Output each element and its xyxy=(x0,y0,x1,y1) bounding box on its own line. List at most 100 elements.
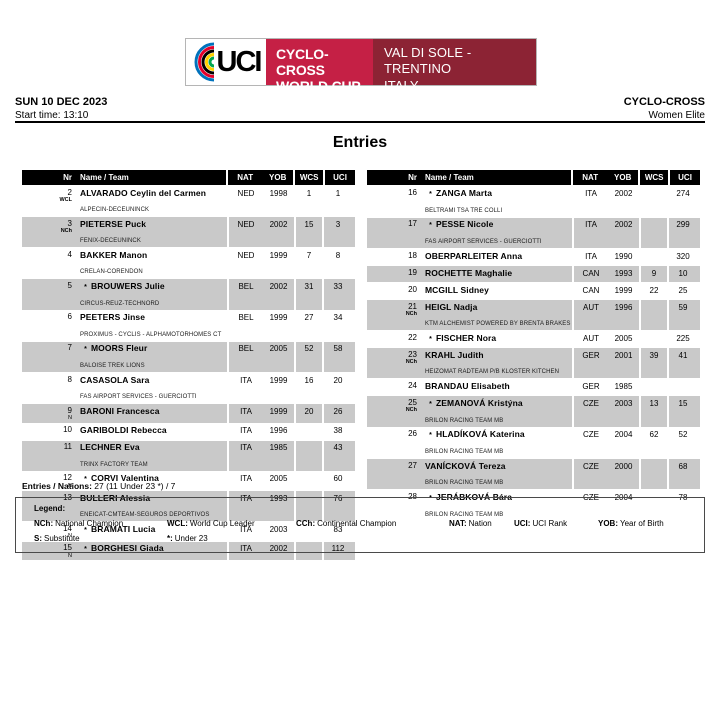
wcs-rank: 13 xyxy=(639,396,667,427)
table-row: 28 * JERÁBKOVÁ Bára BRILON RACING TEAM M… xyxy=(367,490,700,521)
rider-cell: 8 CASASOLA Sara FAS AIRPORT SERVICES - G… xyxy=(22,373,227,403)
uci-rank: 41 xyxy=(667,348,697,378)
uci-rank: 83 xyxy=(322,522,352,541)
team-line: FAS AIRPORT SERVICES - GUERCIOTTI xyxy=(425,231,572,247)
rider-number: 12 xyxy=(63,473,72,482)
team-name: BRILON RACING TEAM MB xyxy=(425,449,504,455)
table-row: 21 NCh HEIGL Nadja KTM ALCHEMIST POWERED… xyxy=(367,300,700,330)
under23-star: * xyxy=(429,494,432,502)
legend-item: WCL: World Cup Leader xyxy=(167,519,296,528)
rider-cell: 21 NCh HEIGL Nadja KTM ALCHEMIST POWERED… xyxy=(367,300,572,330)
rider-cell: 16 * ZANGA Marta BELTRAMI TSA TRE COLLI xyxy=(367,186,572,217)
rider-number-column: 9 N xyxy=(22,405,72,422)
year-of-birth: 1999 xyxy=(269,250,288,260)
col-header-yob: YOB xyxy=(269,173,287,182)
natyob-cell: ITA 1999 xyxy=(227,404,294,423)
rider-name-line: OBERPARLEITER Anna xyxy=(425,251,572,261)
nation: ITA xyxy=(585,220,597,229)
rider-number-column: 17 xyxy=(367,220,417,247)
table-row: 3 NCh PIETERSE Puck FENIX-DECEUNINCK NED… xyxy=(22,217,355,247)
wcs-rank: 22 xyxy=(639,283,667,299)
rider-cell: 4 BAKKER Manon CRELAN-CORENDON xyxy=(22,248,227,278)
wcs-rank: 62 xyxy=(639,427,667,458)
champion-abbr: NCh xyxy=(405,407,417,413)
rider-name: MCGILL Sidney xyxy=(425,284,489,295)
legend-desc: World Cup Leader xyxy=(189,519,255,528)
team-name: HEIZOMAT RADTEAM P/B KLOSTER KITCHEN xyxy=(425,369,560,375)
team-line: BRILON RACING TEAM MB xyxy=(425,441,572,457)
team-name: CIRCUS-REUZ-TECHNORD xyxy=(80,300,160,307)
under23-star: * xyxy=(84,346,87,353)
rider-number: 19 xyxy=(408,267,417,277)
rider-name-column: PIETERSE Puck FENIX-DECEUNINCK xyxy=(80,219,227,247)
natyob-cell: BEL 1999 xyxy=(227,310,294,341)
uci-rank: 225 xyxy=(667,331,697,347)
team-line: BALOISE TREK LIONS xyxy=(80,355,227,371)
year-of-birth: 2003 xyxy=(269,524,288,534)
nation: NED xyxy=(237,219,255,229)
number-note: N xyxy=(68,533,72,539)
legend-box: Legend: NCh: National Champion WCL: World … xyxy=(15,497,705,553)
rider-name-column: GARIBOLDI Rebecca xyxy=(80,426,227,439)
venue-line1: VAL DI SOLE - TRENTINO xyxy=(384,45,472,77)
wcs-rank: 39 xyxy=(639,348,667,378)
uci-rank: 68 xyxy=(667,459,697,489)
rider-number-column: 12 N xyxy=(22,474,72,489)
natyob-cell: ITA 2002 xyxy=(572,217,639,248)
uci-wordmark: UCI xyxy=(216,45,263,78)
rider-name: KRAHL Judith xyxy=(425,349,484,360)
rider-name: JERÁBKOVÁ Bára xyxy=(436,491,513,502)
col-header-wcs: WCS xyxy=(638,170,668,185)
natyob-cell: ITA 1985 xyxy=(227,440,294,471)
year-of-birth: 1993 xyxy=(614,268,633,278)
rider-number-column: 5 xyxy=(22,281,72,309)
rider-cell: 6 PEETERS Jinse PROXIMUS - CYCLIS - ALPH… xyxy=(22,311,227,341)
under23-star: * xyxy=(429,190,432,198)
rider-number-column: 23 NCh xyxy=(367,350,417,378)
under23-star: * xyxy=(84,526,87,534)
rider-cell: 15 N * BORGHESI Giada xyxy=(22,542,227,561)
rider-name-line: ALVARADO Ceylin del Carmen xyxy=(80,188,227,198)
natyob-cell: ITA 2003 xyxy=(227,522,294,541)
series-name: CYCLO-CROSS WORLD CUP xyxy=(266,39,373,94)
rider-cell: 9 N BARONI Francesca xyxy=(22,404,227,423)
table-row: 14 N * BRAMATI Lucia ITA 2003 83 xyxy=(22,522,355,541)
col-header-nr: Nr xyxy=(408,173,417,182)
rider-cell: 14 N * BRAMATI Lucia xyxy=(22,522,227,541)
rider-cell: 23 NCh KRAHL Judith HEIZOMAT RADTEAM P/B… xyxy=(367,348,572,378)
table-row: 17 * PESSE Nicole FAS AIRPORT SERVICES -… xyxy=(367,217,700,248)
rider-name-column: * PESSE Nicole FAS AIRPORT SERVICES - GU… xyxy=(425,220,572,247)
rider-cell: 26 * HLADÍKOVÁ Katerina BRILON RACING TE… xyxy=(367,428,572,459)
rider-name: BAKKER Manon xyxy=(80,249,148,260)
wcs-rank xyxy=(294,522,322,541)
table-header: Nr Name / Team NAT YOB WCS UCI xyxy=(367,170,700,185)
year-of-birth: 1998 xyxy=(269,188,288,198)
nation: NED xyxy=(237,188,255,198)
natyob-cell: CZE 2003 xyxy=(572,396,639,427)
natyob-cell: BEL 2005 xyxy=(227,341,294,372)
rider-cell: 3 NCh PIETERSE Puck FENIX-DECEUNINCK xyxy=(22,217,227,247)
nation: ITA xyxy=(585,188,597,198)
natyob-cell: ITA 2002 xyxy=(572,186,639,217)
table-body: 16 * ZANGA Marta BELTRAMI TSA TRE COLLI … xyxy=(367,186,700,521)
rider-number-column: 22 xyxy=(367,333,417,347)
rider-number: 18 xyxy=(408,250,417,260)
rider-number-column: 14 N xyxy=(22,524,72,540)
nation: ITA xyxy=(240,493,252,503)
legend-title: Legend: xyxy=(34,504,66,513)
table-row: 24 BRANDAU Elisabeth GER 1985 xyxy=(367,379,700,395)
team-name: FENIX-DECEUNINCK xyxy=(80,238,141,244)
rider-cell: 18 OBERPARLEITER Anna xyxy=(367,249,572,265)
rider-name-line: PIETERSE Puck xyxy=(80,219,227,229)
rider-number: 10 xyxy=(63,425,72,434)
rider-cell: 2 WCL ALVARADO Ceylin del Carmen ALPECIN… xyxy=(22,186,227,216)
legend-abbr: CCh: xyxy=(296,519,316,528)
rider-number-column: 2 WCL xyxy=(22,188,72,216)
table-row: 23 NCh KRAHL Judith HEIZOMAT RADTEAM P/B… xyxy=(367,348,700,378)
team-line: FENIX-DECEUNINCK xyxy=(80,230,227,246)
event-meta-left: SUN 10 DEC 2023 Start time: 13:10 xyxy=(15,96,107,121)
uci-rank: 26 xyxy=(322,404,352,423)
rider-name-column: KRAHL Judith HEIZOMAT RADTEAM P/B KLOSTE… xyxy=(425,349,572,378)
rider-number-column: 18 xyxy=(367,250,417,265)
rider-number: 9 xyxy=(67,405,72,415)
